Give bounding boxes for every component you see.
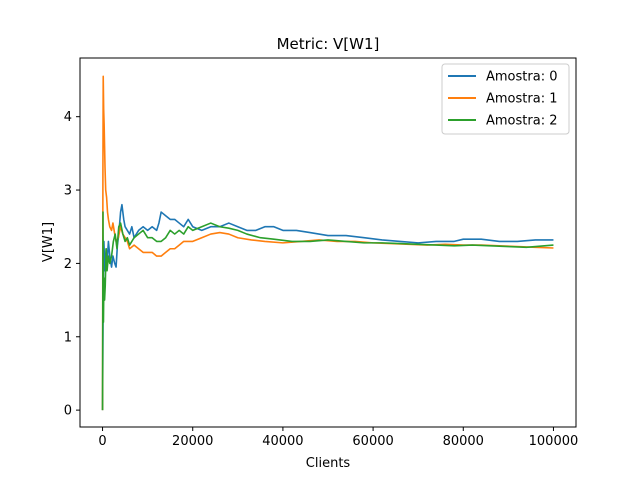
y-tick-label: 2 [64, 257, 72, 272]
y-tick-label: 1 [64, 330, 72, 345]
plot-area [101, 75, 554, 411]
legend-box [441, 63, 570, 135]
y-tick-label: 0 [64, 404, 72, 419]
x-axis-label: Clients [306, 456, 351, 471]
x-tick-label: 60000 [352, 434, 393, 449]
chart-title: Metric: V[W1] [277, 35, 380, 53]
axes-frame [79, 57, 577, 428]
y-axis-label: V[W1] [41, 222, 56, 262]
legend: Amostra: 0 Amostra: 1 Amostra: 2 [441, 63, 570, 135]
x-tick-label: 20000 [172, 434, 213, 449]
y-tick-label: 4 [64, 110, 72, 125]
legend-label-0: Amostra: 0 [486, 70, 557, 85]
x-tick-label: 40000 [262, 434, 303, 449]
series-line-2 [101, 211, 554, 411]
x-tick-label: 0 [98, 434, 106, 449]
x-tick-label: 100000 [529, 434, 579, 449]
legend-label-1: Amostra: 1 [486, 92, 557, 107]
y-tick-label: 3 [64, 184, 72, 199]
x-axis: 0 20000 40000 60000 80000 100000 [98, 427, 578, 449]
legend-label-2: Amostra: 2 [486, 114, 557, 129]
y-axis: 0 1 2 3 4 [64, 110, 80, 419]
series-line-0 [101, 203, 554, 411]
x-tick-label: 80000 [443, 434, 484, 449]
